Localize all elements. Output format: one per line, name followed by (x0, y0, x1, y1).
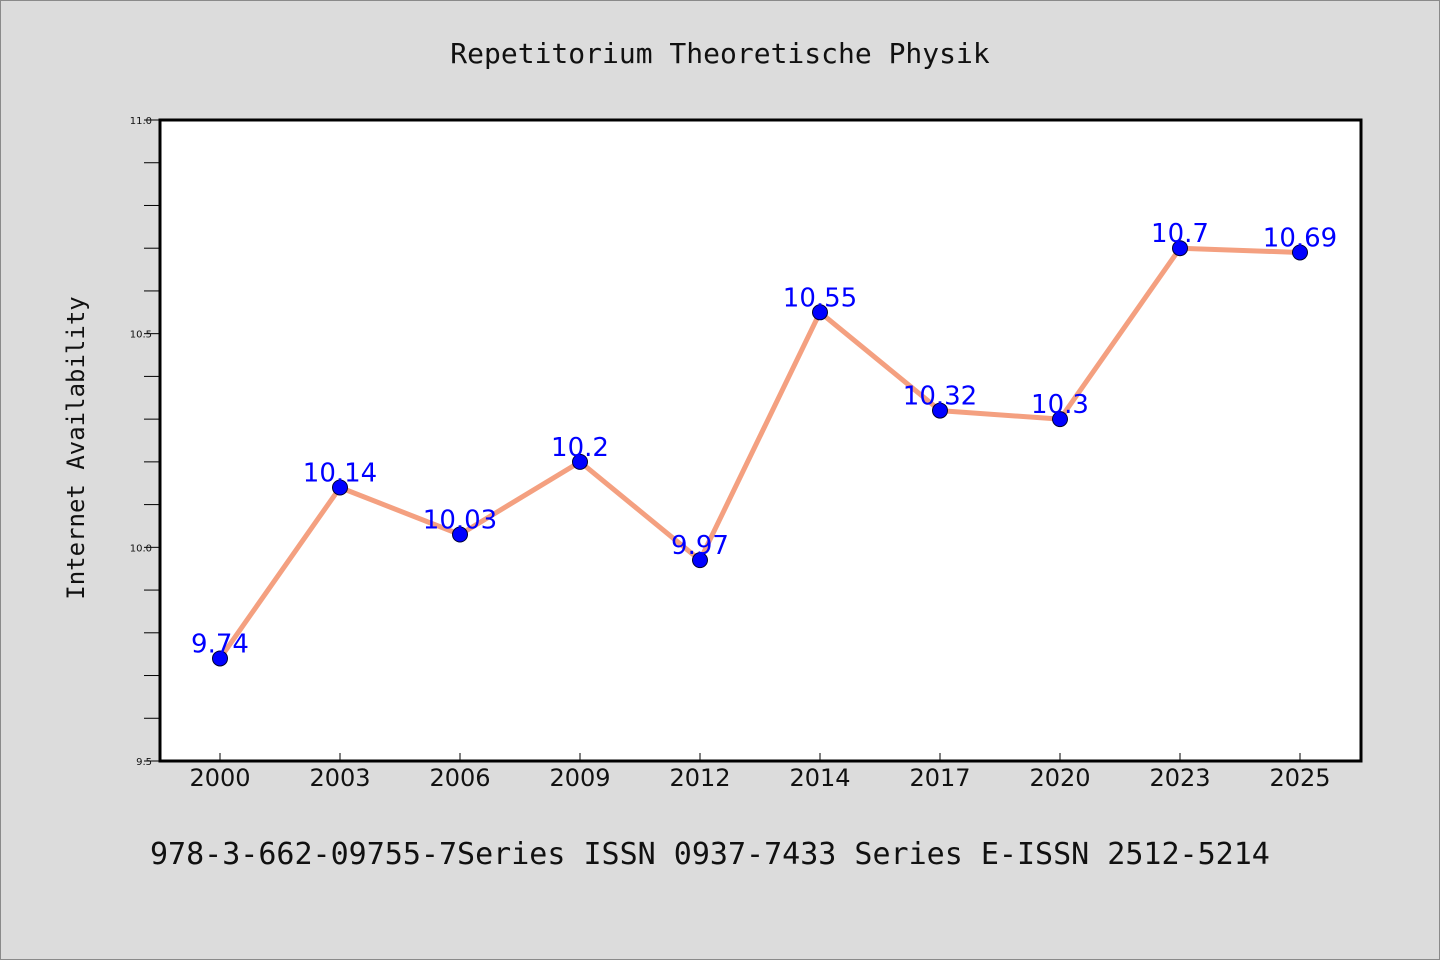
data-label: 9.97 (671, 531, 729, 561)
x-tick-label: 2014 (789, 764, 850, 792)
chart-title: Repetitorium Theoretische Physik (450, 37, 990, 70)
data-label: 10.55 (783, 283, 857, 313)
x-axis-tick-labels: 2000 2003 2006 2009 2012 2014 2017 2020 2023 2025 (189, 764, 1330, 792)
plot-area (158, 118, 1363, 763)
data-point (212, 650, 228, 667)
x-axis-ticks (219, 753, 1301, 761)
chart-footer: 978-3-662-09755-7Series ISSN 0937-7433 S… (150, 837, 1270, 872)
series-group: 9.74 10.14 10.03 10.2 9.97 10.55 10.32 10.3 10.7… (191, 219, 1337, 667)
data-point (572, 453, 588, 470)
x-tick-label: 2000 (189, 764, 250, 792)
data-label: 10.69 (1263, 223, 1337, 253)
data-point (452, 526, 468, 543)
y-tick-label: 9.5 (136, 757, 152, 768)
y-axis-label: Internet Availability (62, 296, 90, 599)
data-point (692, 552, 708, 569)
data-label: 10.32 (903, 382, 977, 412)
data-label: 10.03 (423, 506, 497, 536)
y-tick-label: 10.0 (130, 543, 152, 554)
y-tick-label: 11.0 (130, 116, 152, 127)
x-tick-label: 2009 (549, 764, 610, 792)
data-point (812, 304, 828, 321)
data-point (1292, 244, 1308, 261)
data-point (1172, 240, 1188, 257)
data-label: 9.74 (191, 629, 249, 659)
x-tick-label: 2025 (1269, 764, 1330, 792)
data-label: 10.7 (1151, 219, 1209, 249)
y-axis-tick-labels: 9.5 10.0 10.5 11.0 (130, 116, 152, 768)
x-tick-label: 2006 (429, 764, 490, 792)
data-label: 10.3 (1031, 390, 1089, 420)
data-label: 10.14 (303, 459, 377, 489)
x-tick-label: 2012 (669, 764, 730, 792)
series-line (217, 245, 1303, 661)
data-point (932, 402, 948, 419)
y-tick-label: 10.5 (130, 330, 152, 341)
x-tick-label: 2017 (909, 764, 970, 792)
data-label: 10.2 (551, 433, 609, 463)
x-tick-label: 2023 (1149, 764, 1210, 792)
x-tick-label: 2020 (1029, 764, 1090, 792)
x-tick-label: 2003 (309, 764, 370, 792)
data-point (1052, 411, 1068, 428)
data-point (332, 479, 348, 496)
y-axis-ticks (144, 119, 160, 762)
